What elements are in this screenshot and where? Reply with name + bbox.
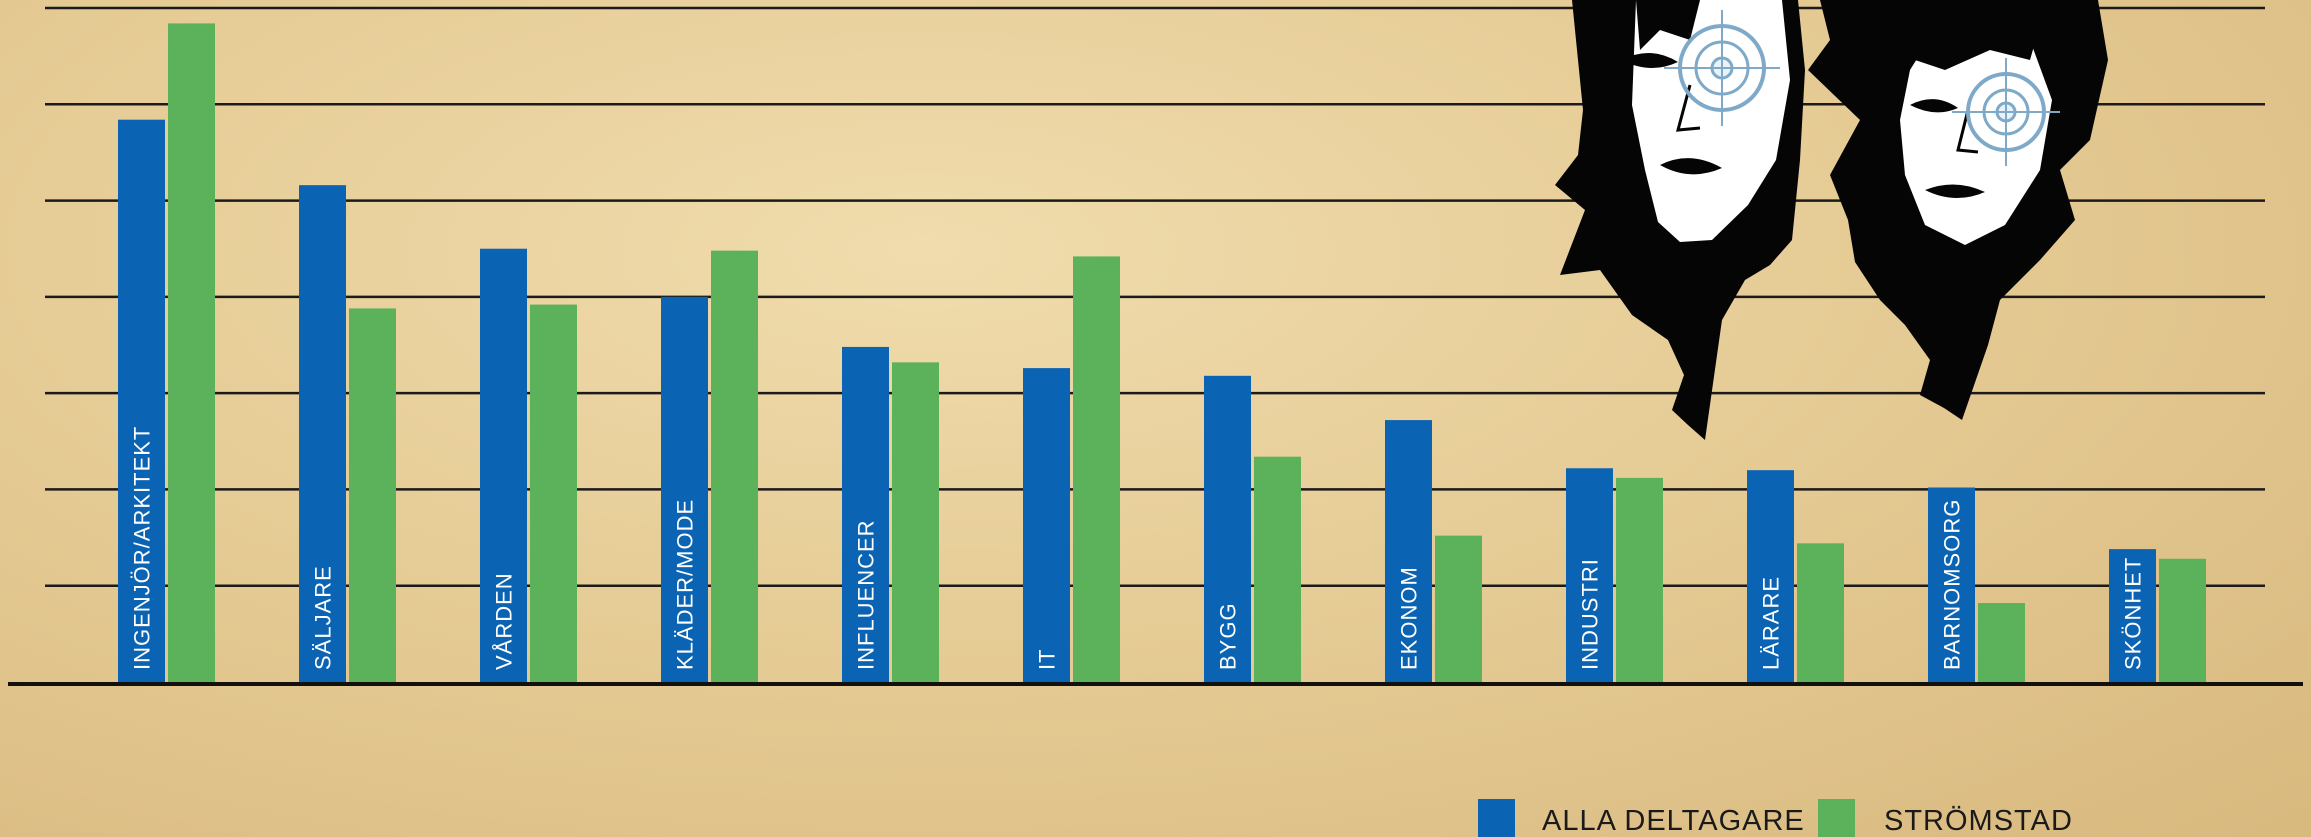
bar	[1616, 477, 1663, 682]
category-label: BYGG	[1216, 602, 1241, 670]
bar	[1797, 543, 1844, 682]
bar	[661, 296, 708, 682]
gridlines	[45, 6, 2265, 587]
bar	[1928, 487, 1975, 682]
bar	[2159, 558, 2206, 682]
right-mouth	[1925, 184, 1985, 199]
right-nose	[1956, 109, 1979, 154]
bar	[1254, 456, 1301, 682]
bar	[2109, 549, 2156, 682]
bars: INGENJÖR/ARKITEKT SÄLJARE VÅRDEN KLÄDER/MOD…	[118, 23, 2206, 683]
bar	[299, 185, 346, 682]
right-eye-left	[1910, 99, 1958, 113]
category-label: BARNOMSORG	[1940, 499, 1965, 670]
category-label: IT	[1035, 648, 1060, 670]
category-label: LÄRARE	[1759, 576, 1784, 670]
category-label: VÅRDEN	[492, 572, 517, 670]
bar	[1435, 535, 1482, 682]
bar	[1204, 375, 1251, 682]
bar	[1073, 256, 1120, 682]
bar	[1023, 368, 1070, 682]
category-label: KLÄDER/MODE	[673, 499, 698, 670]
target-reticle-right	[1952, 58, 2060, 166]
bar	[1566, 468, 1613, 682]
left-fringe	[1636, 0, 1700, 50]
left-nose	[1675, 84, 1701, 132]
bar	[118, 119, 165, 683]
bar	[1385, 420, 1432, 682]
bar	[480, 248, 527, 682]
category-label: EKONOM	[1397, 566, 1422, 670]
bar	[1747, 470, 1794, 682]
legend-label-alla-deltagare: ALLA DELTAGARE	[1542, 805, 1805, 837]
bar	[1978, 603, 2025, 682]
bar	[842, 346, 889, 682]
bar	[168, 23, 215, 683]
category-label: SKÖNHET	[2121, 557, 2146, 670]
legend: ALLA DELTAGARE STRÖMSTAD	[1478, 799, 2073, 837]
bar	[711, 250, 758, 682]
bar	[349, 308, 396, 682]
target-reticle-left	[1664, 10, 1780, 126]
right-fringe	[1915, 20, 2040, 70]
bar	[530, 304, 577, 682]
category-label: SÄLJARE	[311, 565, 336, 670]
category-label: INGENJÖR/ARKITEKT	[130, 426, 155, 670]
legend-swatch-alla-deltagare	[1478, 799, 1515, 837]
left-mouth	[1660, 158, 1722, 175]
category-label: INDUSTRI	[1578, 558, 1603, 670]
bar	[892, 362, 939, 682]
left-eye	[1622, 52, 1678, 69]
two-faces-illustration	[1555, 0, 2108, 440]
legend-swatch-stromstad	[1818, 799, 1855, 837]
category-label: INFLUENCER	[854, 519, 879, 670]
legend-label-stromstad: STRÖMSTAD	[1884, 805, 2073, 837]
